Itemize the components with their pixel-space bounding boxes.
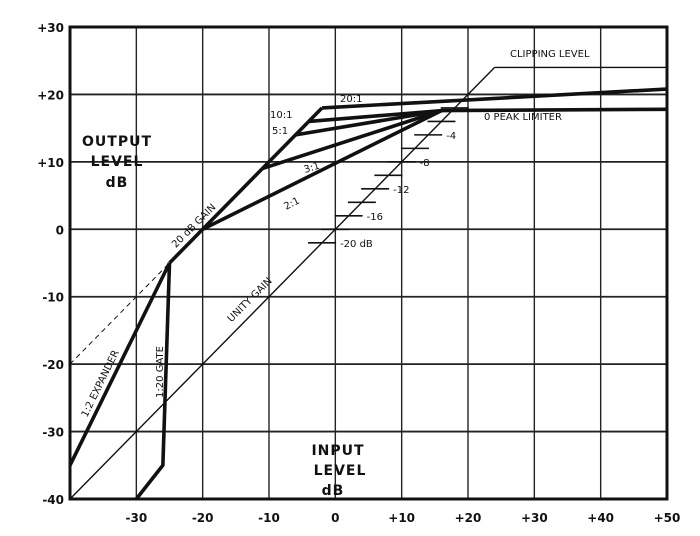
series-line-20-1 <box>321 87 668 110</box>
clipping-level-label: CLIPPING LEVEL <box>510 49 590 60</box>
x-tick-label: -20 <box>192 511 214 525</box>
y-tick-label: -10 <box>42 291 64 305</box>
x-tick-label: 0 <box>331 511 339 525</box>
y-tick-label: -40 <box>42 493 64 507</box>
threshold-label: -20 dB <box>340 239 373 250</box>
series-line-5-1 <box>295 108 442 137</box>
y-label-line1: OUTPUT <box>82 134 152 150</box>
expander-label: 1:2 EXPANDER <box>80 349 122 420</box>
threshold-label: -12 <box>393 185 409 196</box>
ratio-10-label: 10:1 <box>270 110 292 121</box>
x-tick-label: -10 <box>258 511 280 525</box>
x-label-line1: INPUT <box>311 443 364 459</box>
threshold-label: -4 <box>446 131 456 142</box>
unity-gain-label: UNITY GAIN <box>226 276 275 325</box>
x-tick-label: +10 <box>388 511 415 525</box>
y-tick-label: +30 <box>37 21 64 35</box>
ratio-5-label: 5:1 <box>272 126 288 137</box>
x-tick-label: +40 <box>587 511 614 525</box>
series-line-1-2-expander <box>68 262 172 467</box>
series-line-10-1 <box>308 108 442 124</box>
series-line-1-20-gate <box>134 262 172 501</box>
series-line-20-db-gain <box>168 106 324 265</box>
peak-limiter-label: 0 PEAK LIMITER <box>484 112 562 123</box>
y-tick-label: +20 <box>37 88 64 102</box>
y-tick-label: -20 <box>42 358 64 372</box>
y-label-line2: LEVEL <box>91 154 144 170</box>
y-tick-label: 0 <box>56 223 64 237</box>
x-tick-label: +50 <box>654 511 681 525</box>
x-tick-label: -30 <box>125 511 147 525</box>
grid <box>70 27 667 499</box>
ratio-20-label: 20:1 <box>340 94 362 105</box>
y-label-line3: dB <box>106 175 129 191</box>
ratio-3-label: 3:1 <box>303 161 322 176</box>
series-lines <box>68 66 668 501</box>
gate-label: 1:20 GATE <box>155 346 166 398</box>
series-line-2-1 <box>201 108 443 231</box>
threshold-label: -16 <box>367 212 383 223</box>
series-line-0-peak-limiter <box>441 107 668 113</box>
ratio-2-label: 2:1 <box>282 196 301 213</box>
series-line-dashed-reference <box>69 262 170 365</box>
x-tick-label: +30 <box>521 511 548 525</box>
y-tick-labels: +30 +20 +10 0 -10 -20 -30 -40 <box>37 21 64 507</box>
x-tick-labels: -30 -20 -10 0 +10 +20 +30 +40 +50 <box>125 511 680 525</box>
plot-frame <box>68 25 669 501</box>
x-label-line3: dB <box>322 483 345 499</box>
threshold-ticks: -4 -8 -12 -16 -20 dB <box>308 107 469 250</box>
y-tick-label: -30 <box>42 426 64 440</box>
y-tick-label: +10 <box>37 156 64 170</box>
threshold-label: -8 <box>420 158 430 169</box>
series-line-unity-gain <box>69 66 496 500</box>
x-label-line2: LEVEL <box>314 463 367 479</box>
series-line-3-1 <box>261 108 443 171</box>
x-tick-label: +20 <box>455 511 482 525</box>
